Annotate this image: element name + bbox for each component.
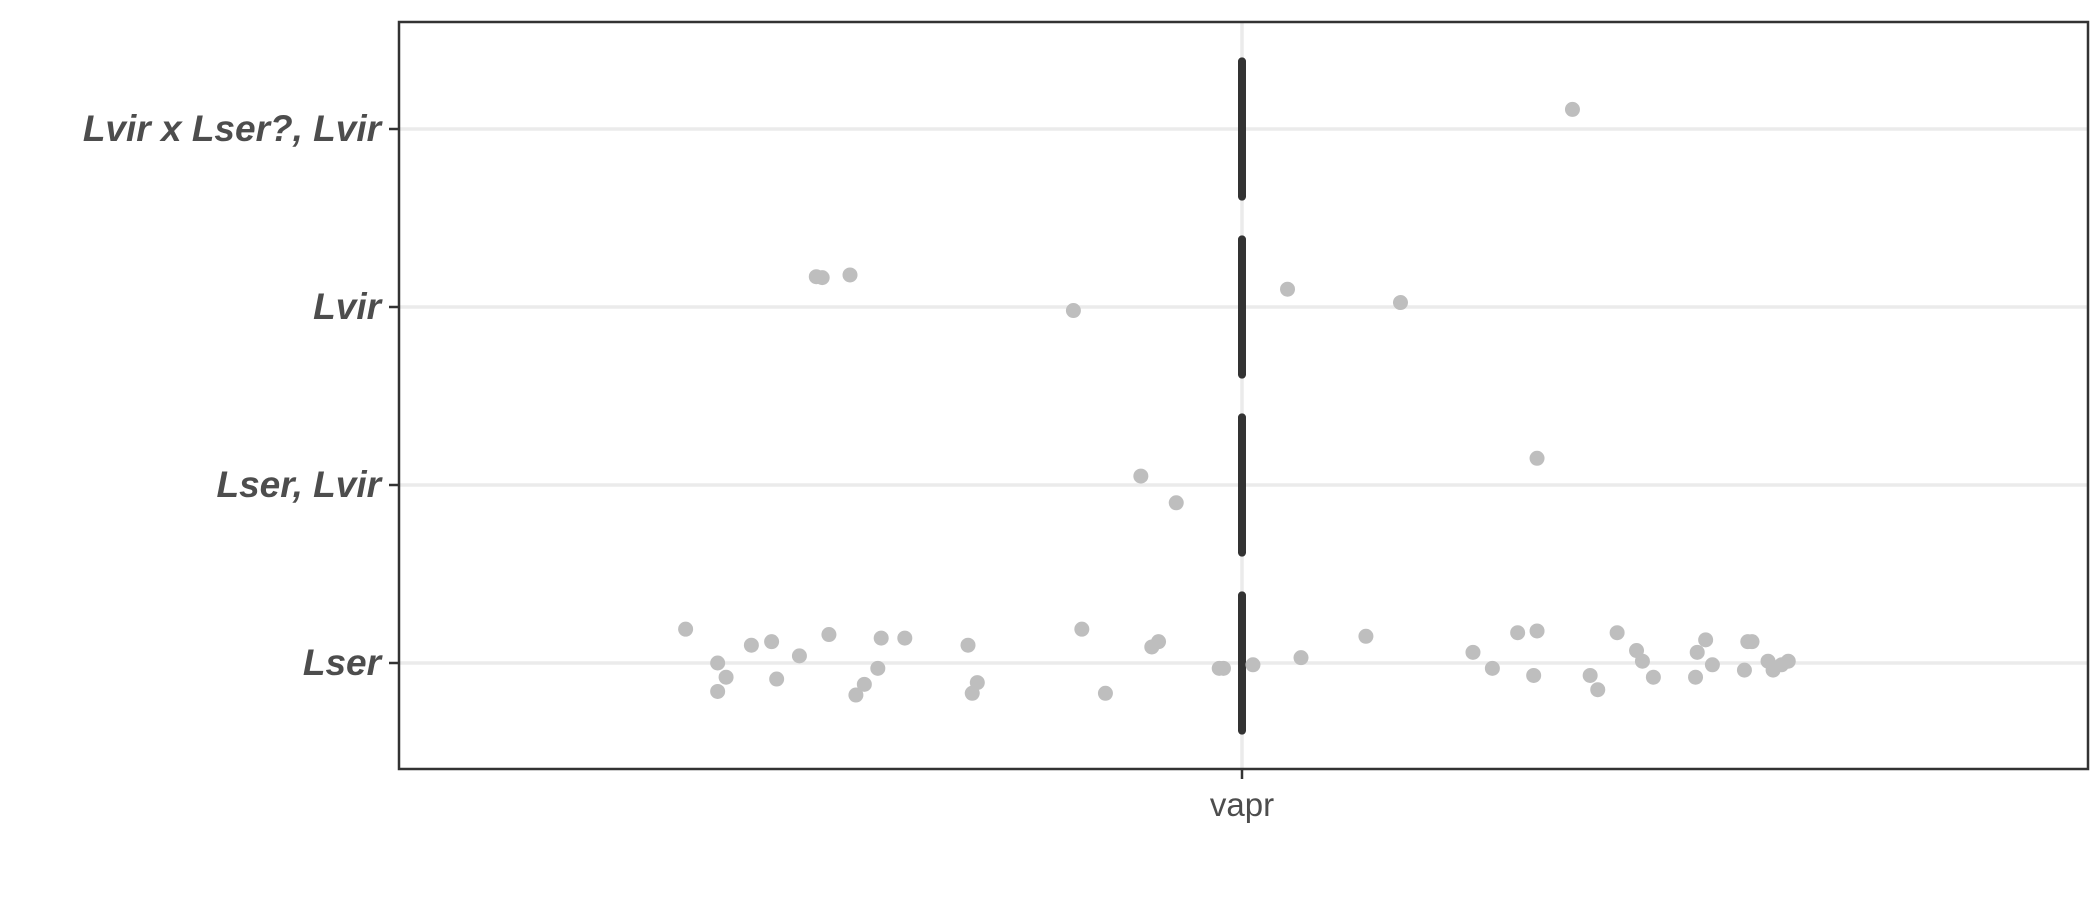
axis-layer: Lser Lser, Lvir Lvir Lvir x Lser?, Lvir vapr [83,108,1274,823]
data-point [1688,669,1704,685]
data-point [1392,295,1408,311]
data-point [1245,657,1261,673]
data-point [870,660,886,676]
data-point [842,267,858,283]
data-point [718,669,734,685]
data-point [1590,682,1606,698]
data-point [1780,653,1796,669]
data-point [791,648,807,664]
point-layer [678,101,1796,703]
data-point [1634,653,1650,669]
data-point [814,270,830,286]
data-point [1689,644,1705,660]
x-tick-label: vapr [1210,786,1274,823]
data-point [821,627,837,643]
data-point [969,675,985,691]
data-point [678,621,694,637]
data-point [1529,450,1545,466]
data-point [1529,623,1545,639]
data-point [897,630,913,646]
data-point [1645,669,1661,685]
data-point [764,634,780,650]
data-point [1698,632,1714,648]
data-point [1526,667,1542,683]
data-point [873,630,889,646]
data-point [1280,281,1296,297]
data-point [1133,468,1149,484]
data-point [960,637,976,653]
data-point [1358,628,1374,644]
data-point [1582,667,1598,683]
data-point [1074,621,1090,637]
y-tick-label: Lser [303,642,384,683]
data-point [1215,660,1231,676]
y-tick-label: Lvir x Lser?, Lvir [83,108,384,149]
data-point [1744,634,1760,650]
data-point [1151,634,1167,650]
panel-border [397,20,2090,771]
data-point [1097,685,1113,701]
data-point [1564,101,1580,117]
data-point [1168,495,1184,511]
data-point [856,676,872,692]
data-point [710,683,726,699]
data-point [1736,662,1752,678]
data-point [1609,625,1625,641]
data-point [1704,657,1720,673]
data-point [848,687,864,703]
y-tick-label: Lvir [313,286,383,327]
y-tick-label: Lser, Lvir [216,464,383,505]
data-point [1510,625,1526,641]
data-point [710,655,726,671]
data-point [1065,303,1081,319]
data-point [1484,660,1500,676]
data-point [743,637,759,653]
data-point [769,671,785,687]
data-point [1293,650,1309,666]
data-point [1465,644,1481,660]
